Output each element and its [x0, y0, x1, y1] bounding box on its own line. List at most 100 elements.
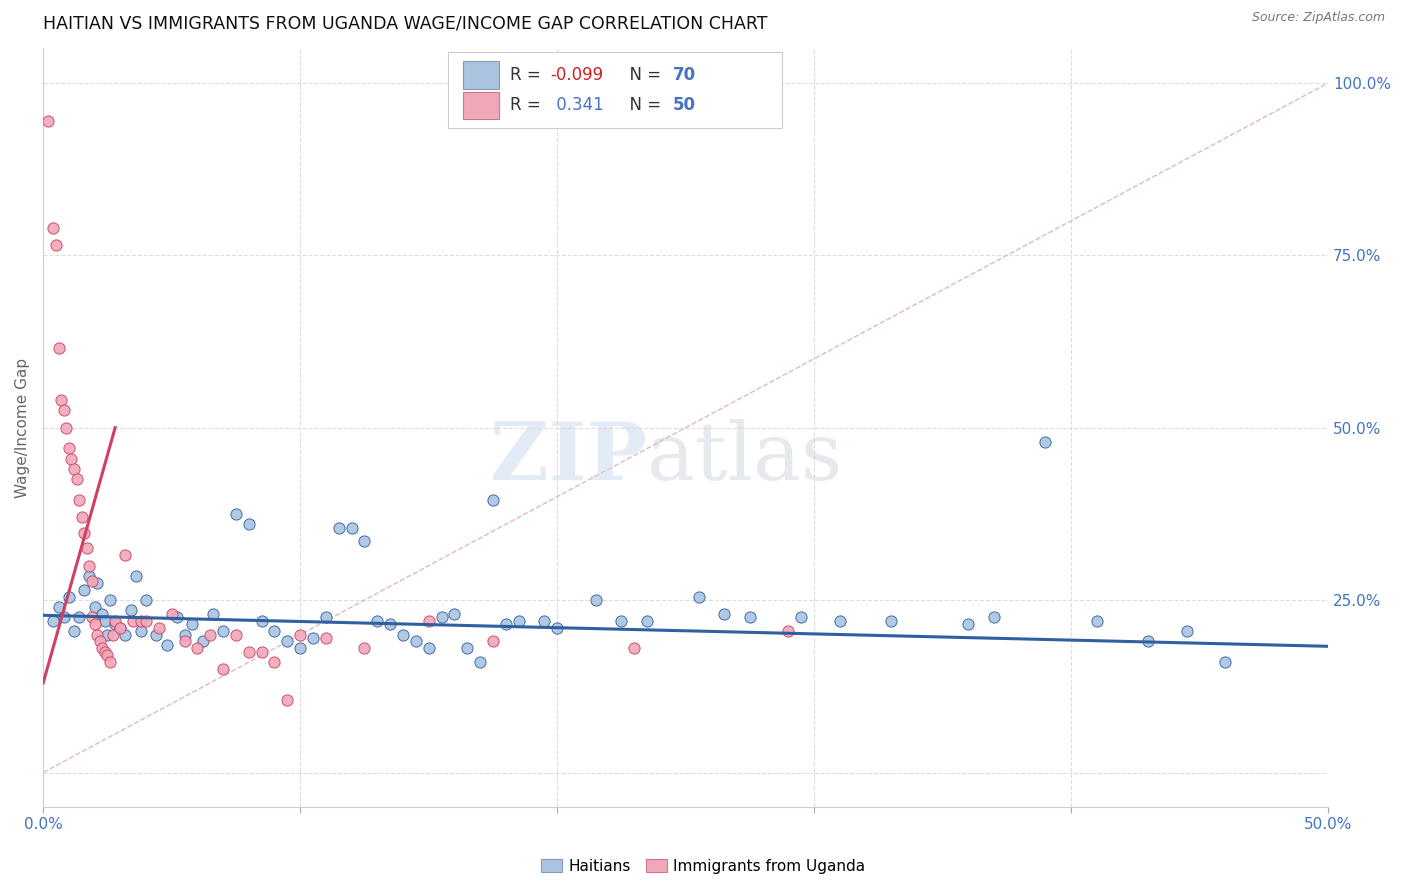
Point [468, 655, 491, 669]
Point [610, 614, 633, 628]
Point [122, 614, 145, 628]
Point [67, 493, 90, 508]
Point [37, 113, 59, 128]
Point [42, 220, 65, 235]
Point [114, 627, 136, 641]
Point [250, 614, 273, 628]
Text: N =: N = [619, 66, 666, 84]
Point [200, 627, 222, 641]
Point [58, 590, 80, 604]
Point [880, 614, 903, 628]
Point [533, 614, 555, 628]
Point [94, 645, 117, 659]
Point [443, 607, 465, 621]
Point [135, 614, 157, 628]
Point [482, 634, 505, 648]
Text: HAITIAN VS IMMIGRANTS FROM UGANDA WAGE/INCOME GAP CORRELATION CHART: HAITIAN VS IMMIGRANTS FROM UGANDA WAGE/I… [44, 15, 768, 33]
Point [148, 621, 170, 635]
Point [155, 638, 177, 652]
Point [828, 614, 851, 628]
Point [238, 645, 260, 659]
Point [290, 641, 312, 656]
Point [340, 521, 363, 535]
Point [1137, 634, 1160, 648]
Point [1085, 614, 1108, 628]
Point [110, 621, 132, 635]
Point [191, 634, 214, 648]
Point [67, 610, 90, 624]
Point [418, 614, 440, 628]
Point [225, 627, 247, 641]
Text: 70: 70 [673, 66, 696, 84]
Point [48, 599, 70, 614]
Point [212, 662, 235, 676]
Text: atlas: atlas [647, 419, 842, 497]
Point [173, 627, 195, 641]
Point [328, 521, 350, 535]
Point [80, 574, 103, 588]
Point [110, 621, 132, 635]
Point [378, 617, 401, 632]
Point [52, 403, 75, 417]
Point [104, 617, 127, 632]
Point [73, 582, 96, 597]
Point [94, 614, 117, 628]
Point [48, 342, 70, 356]
Point [55, 420, 77, 434]
Point [73, 525, 96, 540]
Point [104, 614, 127, 628]
Text: ZIP: ZIP [491, 419, 647, 497]
Point [45, 238, 67, 252]
Point [212, 624, 235, 639]
Point [83, 617, 105, 632]
Text: Source: ZipAtlas.com: Source: ZipAtlas.com [1251, 11, 1385, 24]
Point [366, 614, 388, 628]
Point [225, 507, 247, 521]
Point [482, 493, 505, 508]
Point [98, 593, 121, 607]
Point [173, 634, 195, 648]
Point [63, 462, 86, 476]
Text: -0.099: -0.099 [551, 66, 603, 84]
Point [1215, 655, 1237, 669]
Point [160, 607, 183, 621]
Text: 0.341: 0.341 [551, 96, 603, 114]
Point [430, 610, 453, 624]
Point [636, 614, 658, 628]
Point [98, 655, 121, 669]
Point [276, 693, 298, 707]
Point [96, 627, 118, 641]
Point [418, 641, 440, 656]
Point [201, 607, 224, 621]
Point [79, 558, 101, 573]
Point [508, 614, 530, 628]
Bar [464, 62, 499, 88]
Point [135, 593, 157, 607]
Point [456, 641, 478, 656]
Text: R =: R = [509, 66, 546, 84]
Point [186, 641, 208, 656]
Point [91, 607, 114, 621]
Point [181, 617, 204, 632]
Point [738, 610, 761, 624]
Y-axis label: Wage/Income Gap: Wage/Income Gap [15, 358, 30, 498]
Point [89, 634, 111, 648]
Point [983, 610, 1005, 624]
Point [263, 655, 285, 669]
Point [276, 634, 298, 648]
Point [114, 549, 136, 563]
Point [405, 634, 427, 648]
Point [52, 610, 75, 624]
Point [79, 569, 101, 583]
Point [129, 624, 152, 639]
Text: 50: 50 [673, 96, 696, 114]
Point [778, 624, 800, 639]
Point [585, 593, 607, 607]
Point [353, 641, 375, 656]
Point [957, 617, 980, 632]
Point [688, 590, 710, 604]
Point [353, 534, 375, 549]
Point [86, 627, 108, 641]
FancyBboxPatch shape [449, 53, 782, 128]
Point [91, 641, 114, 656]
